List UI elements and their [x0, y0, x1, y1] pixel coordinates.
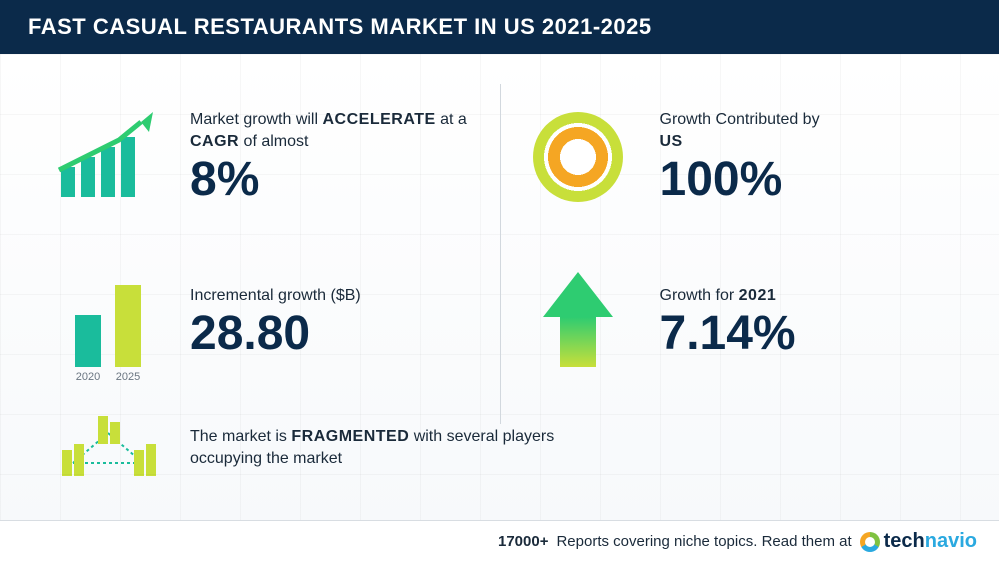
contrib-region: US [660, 133, 683, 150]
growth-year-value: 7.14% [660, 310, 952, 358]
cagr-lead: Market growth will ACCELERATE at a CAGR … [190, 109, 482, 152]
panel-cagr: Market growth will ACCELERATE at a CAGR … [30, 74, 500, 239]
logo-text: technavio [884, 530, 977, 553]
fragmented-text: The market is FRAGMENTED with several pl… [190, 426, 570, 469]
contrib-value: 100% [660, 156, 952, 204]
bar-2020: 2020 [75, 315, 101, 367]
panel-cagr-text: Market growth will ACCELERATE at a CAGR … [190, 109, 482, 204]
fragmented-pre: The market is [190, 428, 291, 445]
footer-text: Reports covering niche topics. Read them… [556, 533, 851, 550]
footer-count: 17000+ [498, 533, 548, 550]
up-arrow-icon [518, 267, 638, 377]
logo-ring-icon [860, 532, 880, 552]
contrib-lead-pre: Growth Contributed by [660, 111, 820, 128]
footer-bar: 17000+ Reports covering niche topics. Re… [0, 520, 999, 562]
bar-label-2020: 2020 [76, 371, 100, 383]
panel-contribution: Growth Contributed by US 100% [500, 74, 970, 239]
growth-year-bold: 2021 [739, 287, 777, 304]
two-bars-icon: 2020 2025 [48, 267, 168, 377]
stat-grid: Market growth will ACCELERATE at a CAGR … [30, 74, 969, 404]
incremental-lead: Incremental growth ($B) [190, 285, 482, 307]
cagr-lead-post: at a [436, 111, 467, 128]
panel-growth-year-text: Growth for 2021 7.14% [660, 285, 952, 359]
incremental-value: 28.80 [190, 310, 482, 358]
title-bar: FAST CASUAL RESTAURANTS MARKET IN US 202… [0, 0, 999, 54]
growth-year-lead-pre: Growth for [660, 287, 739, 304]
panel-incremental: 2020 2025 Incremental growth ($B) 28.80 [30, 239, 500, 404]
bar-2025: 2025 [115, 285, 141, 367]
buildings-network-icon [48, 408, 168, 488]
growth-chart-icon [48, 102, 168, 212]
fragmented-bold: FRAGMENTED [291, 428, 409, 445]
cagr-value: 8% [190, 156, 482, 204]
growth-year-lead: Growth for 2021 [660, 285, 952, 307]
cagr-lead-tail: of almost [239, 133, 308, 150]
cagr-lead-pre: Market growth will [190, 111, 322, 128]
content-area: Market growth will ACCELERATE at a CAGR … [0, 54, 999, 524]
cagr-lead-bold2: CAGR [190, 133, 239, 150]
panel-contribution-text: Growth Contributed by US 100% [660, 109, 952, 204]
bar-label-2025: 2025 [116, 371, 140, 383]
contrib-lead: Growth Contributed by US [660, 109, 952, 152]
panel-incremental-text: Incremental growth ($B) 28.80 [190, 285, 482, 359]
panel-growth-year: Growth for 2021 7.14% [500, 239, 970, 404]
cagr-lead-bold: ACCELERATE [322, 111, 435, 128]
donut-icon [518, 102, 638, 212]
technavio-logo: technavio [860, 530, 977, 553]
